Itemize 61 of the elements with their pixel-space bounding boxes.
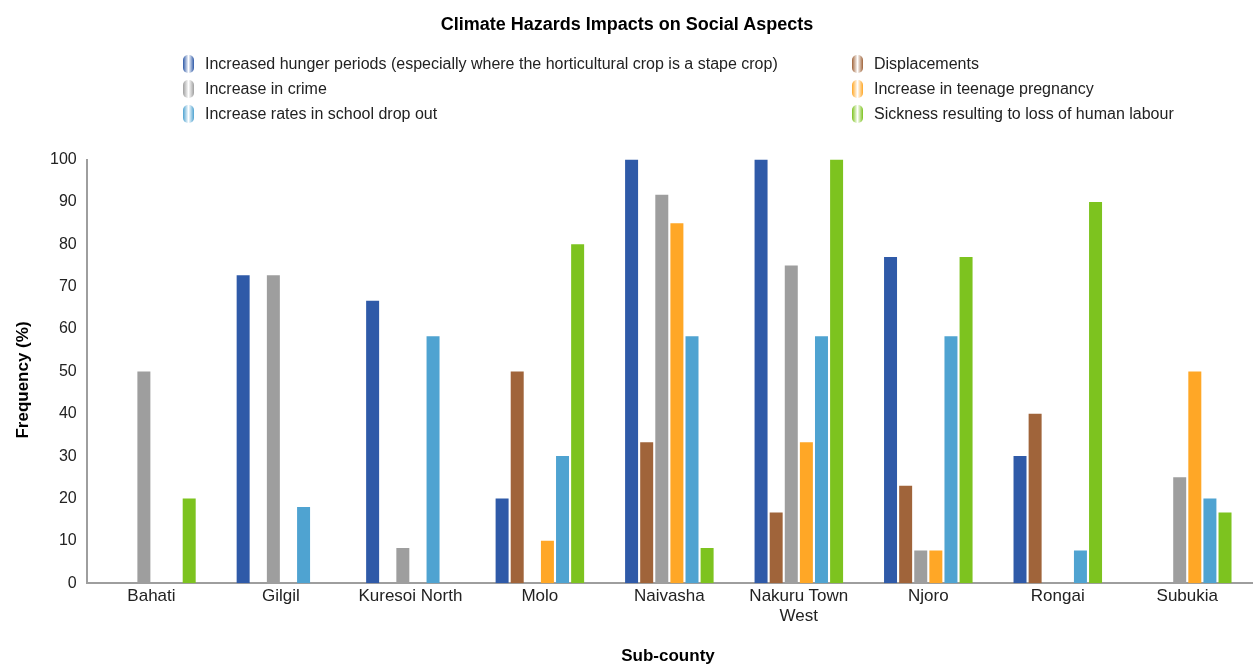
bar xyxy=(959,257,973,584)
y-tick-label: 30 xyxy=(58,446,77,464)
legend-label: Increase in crime xyxy=(205,80,327,98)
bar xyxy=(929,550,943,584)
y-tick-label: 70 xyxy=(58,277,77,295)
y-tick-label: 100 xyxy=(49,150,77,168)
legend-label: Increased hunger periods (especially where the horticultural crop is a stape crop) xyxy=(205,55,778,73)
x-tick-label: Kuresoi North xyxy=(358,586,463,606)
x-tick-label: Bahati xyxy=(127,586,176,606)
y-tick-label: 80 xyxy=(58,234,77,252)
x-tick-label: Naivasha xyxy=(633,586,706,606)
x-tick-label: Rongai xyxy=(1030,586,1085,606)
bar xyxy=(1013,456,1027,584)
chart-title: Climate Hazards Impacts on Social Aspects xyxy=(439,14,815,35)
bar xyxy=(297,506,311,584)
y-tick-label: 90 xyxy=(58,192,77,210)
bar xyxy=(1188,371,1202,584)
legend-label: Sickness resulting to loss of human labour xyxy=(874,105,1174,123)
y-tick-label: 0 xyxy=(67,573,77,591)
bar xyxy=(769,512,783,584)
bar xyxy=(540,540,554,584)
x-axis-title: Sub-county xyxy=(620,646,716,666)
bar xyxy=(1028,413,1042,584)
x-tick-label: Molo xyxy=(521,586,559,606)
bar xyxy=(640,442,654,584)
legend-label: Increase in teenage pregnancy xyxy=(874,80,1094,98)
bar xyxy=(236,275,250,584)
bar xyxy=(426,336,440,584)
bar xyxy=(625,159,639,584)
bar xyxy=(884,257,898,584)
y-axis-title: Frequency (%) xyxy=(13,321,33,439)
y-tick-label: 60 xyxy=(58,319,77,337)
bar xyxy=(556,456,570,584)
bar xyxy=(366,300,380,584)
x-tick-label: Subukia xyxy=(1156,586,1219,606)
x-tick-label: Njoro xyxy=(907,586,949,606)
bar xyxy=(510,371,524,584)
bar xyxy=(700,548,714,584)
bar xyxy=(182,498,196,584)
y-tick-label: 40 xyxy=(58,404,77,422)
bar xyxy=(1089,201,1103,584)
bar xyxy=(830,159,844,584)
bar xyxy=(944,336,958,584)
y-tick-label: 10 xyxy=(58,531,77,549)
bar xyxy=(1203,498,1217,584)
bar xyxy=(495,498,509,584)
bar xyxy=(1218,512,1232,584)
bar xyxy=(685,336,699,584)
bar xyxy=(754,159,768,584)
legend-label: Displacements xyxy=(874,55,979,73)
bar xyxy=(799,442,813,584)
bar xyxy=(670,223,684,584)
x-tick-label: Nakuru Town West xyxy=(749,586,849,626)
legend-label: Increase rates in school drop out xyxy=(205,105,438,123)
bar xyxy=(814,336,828,584)
y-tick-label: 50 xyxy=(58,361,77,379)
bar xyxy=(1073,550,1087,584)
x-tick-label: Gilgil xyxy=(262,586,300,606)
y-tick-label: 20 xyxy=(58,488,77,506)
bar xyxy=(899,485,913,584)
bar xyxy=(571,244,585,584)
